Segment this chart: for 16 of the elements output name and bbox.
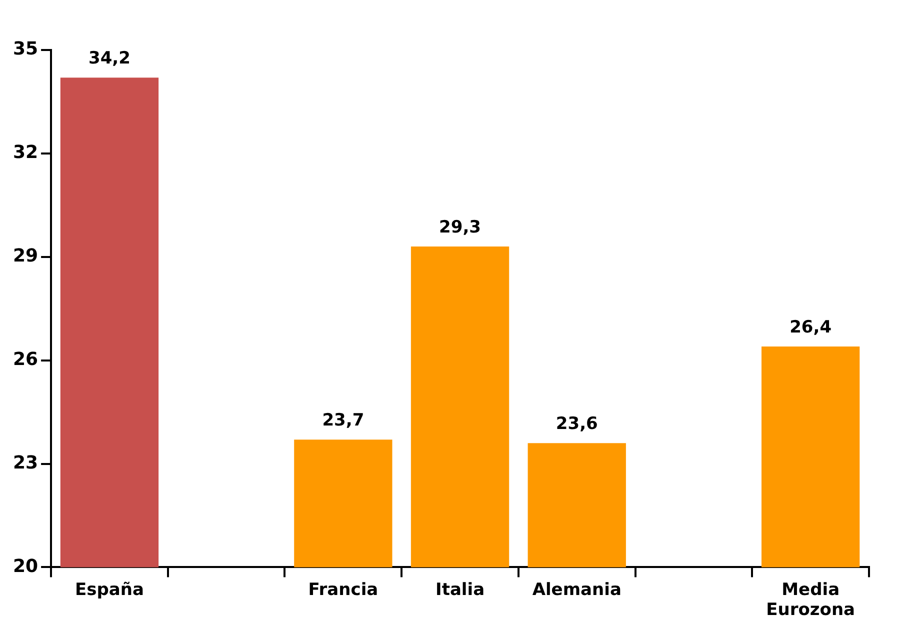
data-label: 23,6 (556, 414, 598, 434)
y-tick-label: 32 (12, 142, 38, 164)
data-label: 26,4 (790, 317, 832, 338)
y-tick-label: 23 (12, 452, 38, 474)
x-tick-label: Francia (308, 580, 378, 600)
x-tick-label: Media Eurozona (766, 580, 856, 620)
y-tick-label: 35 (12, 38, 38, 60)
data-label: 29,3 (439, 217, 481, 238)
x-tick-label: Alemania (532, 580, 622, 600)
y-tick-label: 26 (12, 348, 38, 370)
y-tick-label: 29 (12, 246, 38, 267)
data-label: 23,7 (322, 410, 364, 431)
x-tick-label: Italia (435, 580, 485, 600)
data-label: 34,2 (88, 48, 130, 69)
y-tick-label: 20 (12, 556, 38, 577)
x-tick-label: España (74, 580, 144, 600)
